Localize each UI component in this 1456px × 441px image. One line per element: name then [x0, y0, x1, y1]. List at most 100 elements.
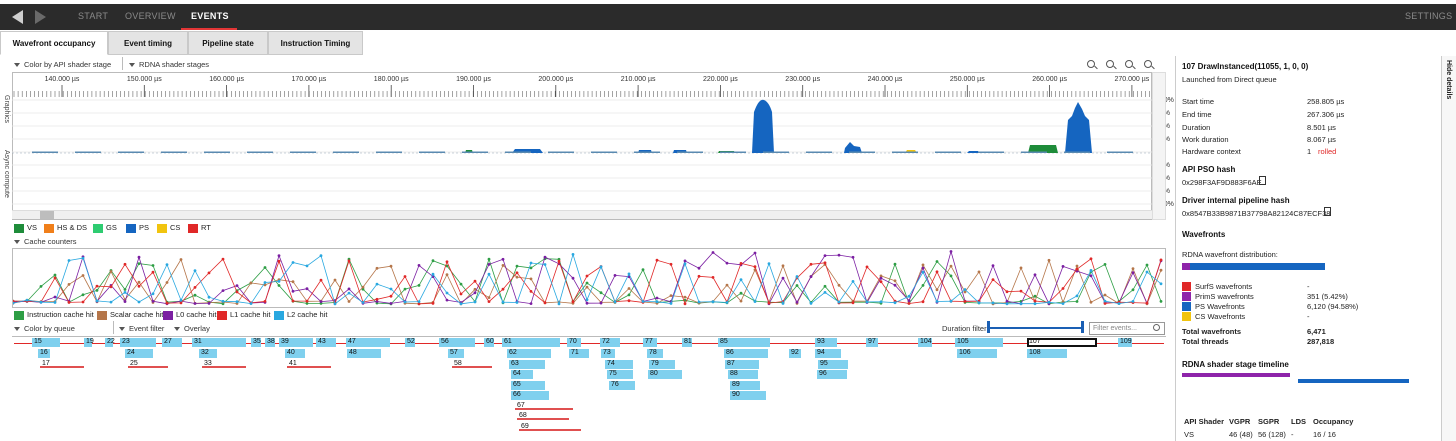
duration-max-handle[interactable] — [1081, 321, 1084, 333]
tab-events[interactable]: EVENTS — [191, 11, 229, 21]
rdna-stages-dropdown[interactable]: RDNA shader stages — [129, 60, 209, 69]
event-bar[interactable] — [730, 380, 760, 390]
event-bar[interactable] — [1118, 338, 1132, 347]
subtab-wavefront-occupancy[interactable]: Wavefront occupancy — [0, 31, 108, 55]
filter-events-input[interactable]: Filter events... — [1089, 322, 1165, 335]
event-bar[interactable] — [199, 349, 217, 358]
event-bar[interactable] — [649, 359, 675, 369]
subtab-instruction-timing[interactable]: Instruction Timing — [268, 31, 363, 55]
event-bar[interactable] — [569, 349, 589, 358]
event-bar[interactable] — [32, 338, 60, 347]
zoom-reset-icon[interactable] — [1106, 60, 1114, 68]
scroll-thumb[interactable] — [40, 211, 54, 219]
event-filter-dropdown[interactable]: Event filter — [119, 324, 164, 333]
event-bar[interactable] — [607, 370, 633, 379]
event-bar[interactable] — [815, 349, 841, 358]
event-bar[interactable] — [251, 338, 261, 347]
event-bar[interactable] — [519, 428, 581, 431]
event-bar[interactable] — [125, 349, 153, 358]
event-bar[interactable] — [517, 418, 569, 420]
event-bar[interactable] — [162, 338, 182, 347]
event-bar[interactable] — [643, 338, 657, 347]
event-bar[interactable] — [682, 338, 692, 347]
event-bar[interactable] — [605, 359, 633, 369]
cache-data-point — [921, 263, 925, 267]
event-bar[interactable] — [817, 370, 847, 379]
event-bar[interactable] — [105, 338, 113, 347]
event-bar[interactable] — [285, 349, 305, 358]
event-bar[interactable] — [38, 349, 50, 358]
copy-icon[interactable] — [1324, 207, 1331, 216]
event-bar[interactable] — [502, 338, 560, 347]
event-bar[interactable] — [405, 338, 415, 347]
event-bar[interactable] — [1027, 349, 1067, 358]
cache-data-point — [1005, 299, 1009, 303]
tab-start[interactable]: START — [78, 11, 109, 21]
event-bar[interactable] — [724, 349, 768, 358]
hide-details-button[interactable]: Hide details — [1445, 60, 1452, 100]
color-by-stage-dropdown[interactable]: Color by API shader stage — [14, 60, 111, 69]
event-bar[interactable] — [511, 380, 545, 390]
color-by-queue-dropdown[interactable]: Color by queue — [14, 324, 75, 333]
event-bar[interactable] — [128, 365, 168, 368]
event-bar[interactable] — [448, 349, 464, 358]
back-arrow-icon[interactable] — [12, 10, 23, 24]
event-bar[interactable] — [316, 338, 336, 347]
event-bar[interactable] — [955, 338, 1003, 347]
subtab-pipeline-state[interactable]: Pipeline state — [188, 31, 268, 55]
subtab-event-timing[interactable]: Event timing — [108, 31, 188, 55]
event-bar[interactable] — [40, 365, 84, 368]
cache-counters-toggle[interactable]: Cache counters — [14, 237, 77, 246]
event-bar[interactable] — [818, 359, 848, 369]
event-bar[interactable] — [84, 338, 92, 347]
event-bar[interactable] — [957, 349, 997, 358]
zoom-selection-icon[interactable] — [1087, 60, 1095, 68]
event-bar[interactable] — [287, 365, 331, 368]
forward-arrow-icon[interactable] — [35, 10, 46, 24]
zoom-in-icon[interactable] — [1125, 60, 1133, 68]
event-bar[interactable] — [507, 349, 551, 358]
event-bar[interactable] — [866, 338, 878, 347]
event-bar[interactable] — [509, 359, 545, 369]
event-bar[interactable] — [648, 370, 682, 379]
rolled-link[interactable]: rolled — [1318, 147, 1337, 156]
wavefront-timeline[interactable] — [12, 72, 1152, 220]
zoom-out-icon[interactable] — [1144, 60, 1152, 68]
event-bar[interactable] — [647, 349, 663, 358]
event-bar[interactable] — [728, 370, 758, 379]
event-bar[interactable] — [347, 349, 381, 358]
events-timeline[interactable] — [12, 336, 1166, 441]
event-bar[interactable] — [452, 365, 492, 368]
event-bar[interactable] — [346, 338, 390, 347]
event-bar[interactable] — [918, 338, 932, 347]
event-bar[interactable] — [609, 380, 635, 390]
event-bar[interactable] — [725, 359, 759, 369]
event-bar[interactable] — [601, 349, 615, 358]
total-wavefronts-label: Total wavefronts — [1182, 327, 1242, 336]
event-bar[interactable] — [515, 407, 573, 410]
overlay-dropdown[interactable]: Overlay — [174, 324, 210, 333]
copy-icon[interactable] — [1259, 176, 1266, 185]
event-bar[interactable] — [1027, 338, 1097, 347]
event-bar[interactable] — [789, 349, 801, 358]
tab-settings[interactable]: SETTINGS — [1405, 11, 1453, 21]
event-bar[interactable] — [279, 338, 313, 347]
event-bar[interactable] — [202, 365, 246, 368]
event-bar[interactable] — [511, 370, 533, 379]
tab-overview[interactable]: OVERVIEW — [125, 11, 176, 21]
event-bar[interactable] — [265, 338, 275, 347]
event-bar[interactable] — [120, 338, 156, 347]
event-bar[interactable] — [567, 338, 581, 347]
event-bar[interactable] — [730, 391, 766, 400]
event-bar[interactable] — [439, 338, 475, 347]
timeline-vertical-scrollbar[interactable] — [1152, 72, 1166, 220]
timeline-horizontal-scrollbar[interactable] — [12, 210, 1152, 219]
event-bar[interactable] — [511, 391, 549, 400]
event-bar[interactable] — [600, 338, 620, 347]
event-bar[interactable] — [192, 338, 246, 347]
event-bar[interactable] — [484, 338, 494, 347]
duration-min-handle[interactable] — [987, 321, 990, 333]
event-bar[interactable] — [815, 338, 837, 347]
event-bar[interactable] — [718, 338, 770, 347]
duration-filter-slider[interactable] — [990, 327, 1084, 329]
